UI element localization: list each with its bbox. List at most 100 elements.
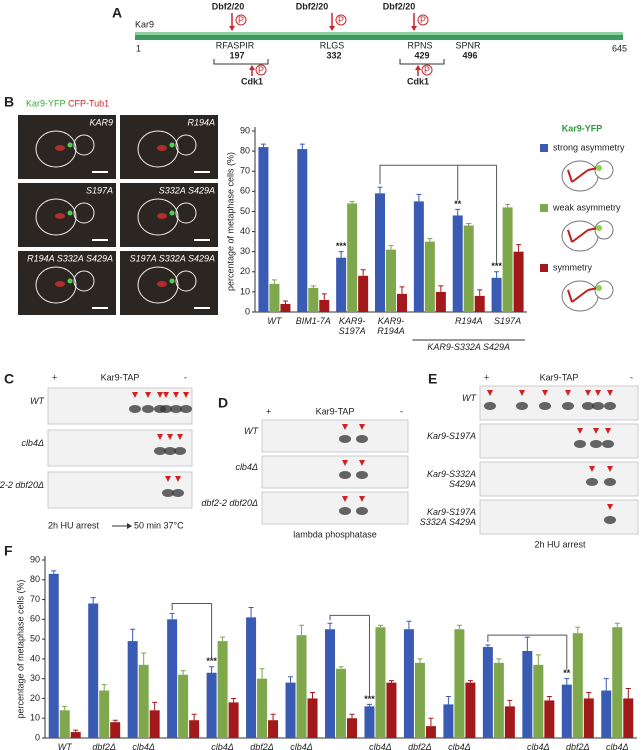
x-tick-label: dbf2Δ [566, 742, 590, 750]
phospho-icon [417, 14, 429, 26]
bar [48, 573, 59, 738]
bar [110, 722, 121, 738]
micrograph [120, 183, 218, 247]
kinase-label: Cdk1 [241, 76, 263, 86]
error-bar [338, 251, 344, 258]
error-bar [485, 644, 491, 648]
error-bar [467, 680, 473, 683]
band [339, 435, 351, 443]
phospho-label: P [258, 65, 264, 75]
x-tick-label: S197A [494, 316, 522, 326]
bar [601, 690, 612, 738]
band [604, 402, 616, 410]
error-bar [456, 624, 462, 630]
bar [70, 732, 81, 738]
micrographs: KAR9 R194A S197A S332A S429A R194A S332A S42… [18, 115, 218, 315]
bar [319, 299, 330, 312]
legend-label: strong asymmetry [553, 142, 625, 152]
row-label: WT [462, 393, 476, 403]
error-bar [112, 719, 118, 723]
error-bar [427, 238, 433, 242]
image-label: S197A S332A S429A [130, 253, 215, 263]
kar9-dot [169, 142, 175, 148]
legend-swatch [540, 144, 548, 152]
band-arrow [585, 390, 591, 396]
x-tick-label: KAR9-R194A [377, 316, 405, 336]
channel-label: Kar9-YFP [26, 98, 66, 108]
bar [465, 682, 476, 738]
arrow-head [249, 65, 255, 70]
error-bar [546, 695, 552, 701]
bud-outline [73, 202, 95, 224]
band-arrow [342, 460, 348, 466]
spindle [157, 145, 167, 151]
image-label: KAR9 [89, 117, 113, 127]
error-bar [360, 269, 366, 276]
micrograph [18, 115, 116, 179]
error-bar [310, 692, 316, 699]
micrograph [18, 251, 116, 315]
row-label: dbf2-2 dbf20Δ [201, 498, 258, 508]
error-bar [270, 713, 276, 721]
lane-minus: - [630, 372, 633, 382]
error-bar [130, 628, 136, 642]
footer-arrow-head [127, 523, 132, 529]
y-tick-label: 0 [35, 732, 40, 742]
bar [59, 710, 70, 738]
y-axis-title: percentage of metaphase cells (%) [15, 579, 25, 718]
panel-letter: D [218, 395, 228, 411]
band-arrow [163, 392, 169, 398]
bar [178, 674, 189, 738]
error-bar [141, 652, 147, 665]
band-arrow [157, 392, 163, 398]
error-bar [310, 285, 316, 288]
band [356, 471, 368, 479]
bud-outline [175, 202, 197, 224]
phospho-icon [335, 14, 347, 26]
band [172, 489, 184, 497]
x-tick-label: dbf2Δ [250, 742, 274, 750]
bar [308, 287, 319, 312]
blot-footer: 2h HU arrest [534, 539, 586, 549]
error-bar [327, 622, 333, 630]
band [174, 447, 186, 455]
image-label: S197A [86, 185, 113, 195]
x-tick-label: clb4Δ dbf2Δ [448, 742, 471, 750]
panel-letter: F [4, 543, 13, 559]
error-bar [399, 286, 405, 294]
band [160, 405, 172, 413]
significance: *** [491, 261, 502, 271]
error-bar [231, 697, 237, 703]
error-bar [564, 678, 570, 685]
error-bar [101, 684, 107, 691]
bracket [213, 59, 269, 65]
bar [452, 215, 463, 312]
legend-label: symmetry [553, 262, 592, 272]
protein-bar-highlight [135, 32, 623, 35]
bar [612, 627, 623, 738]
bracket [379, 164, 497, 185]
panel-letter: A [112, 5, 122, 21]
error-bar [248, 606, 254, 618]
bar [246, 617, 257, 738]
y-tick-label: 50 [240, 206, 250, 216]
bar [127, 641, 138, 738]
y-tick-label: 90 [240, 125, 250, 135]
x-tick-label: clb4Δ [132, 742, 155, 750]
band [592, 402, 604, 410]
band [590, 440, 602, 448]
bar [99, 690, 110, 738]
error-bar [209, 666, 215, 673]
lane-plus: + [484, 372, 489, 382]
error-bar [524, 636, 530, 651]
x-tick-label: clb4Δ [369, 742, 392, 750]
bar [88, 603, 99, 738]
cell-outline [137, 266, 179, 304]
site-position: 332 [326, 50, 341, 60]
y-tick-label: 0 [245, 306, 250, 316]
bar [386, 249, 396, 312]
row-label: clb4Δ [21, 438, 44, 448]
bar [138, 664, 149, 738]
